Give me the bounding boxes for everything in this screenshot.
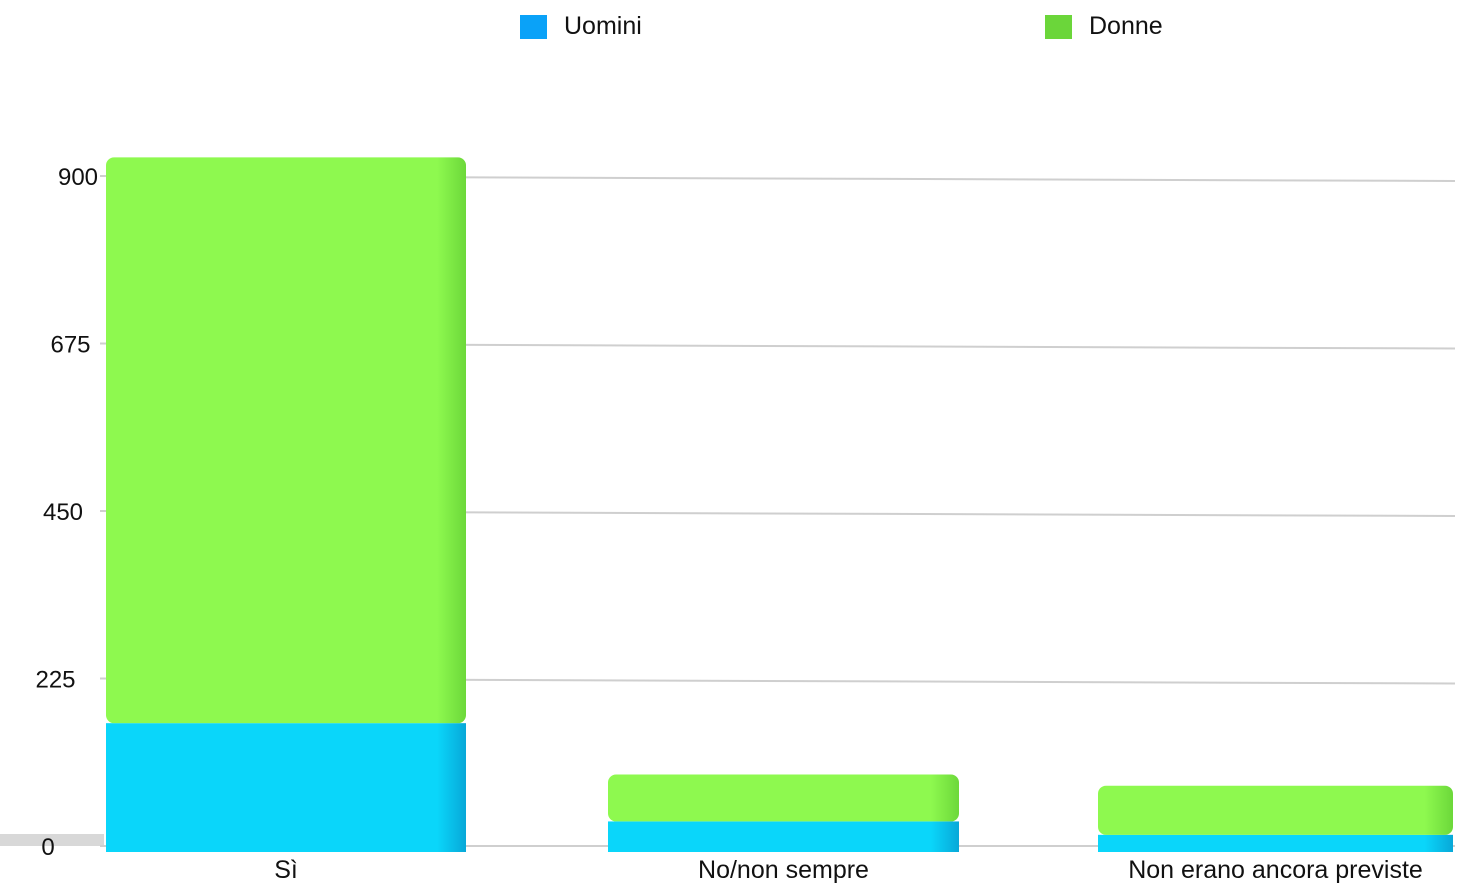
y-tick-label: 675 <box>50 332 90 359</box>
x-category-label: No/non sempre <box>698 856 869 884</box>
y-axis: 0 225 450 675 900 <box>35 164 98 861</box>
legend-swatch-donne <box>1045 14 1072 39</box>
legend: Uomini Donne <box>0 12 1460 44</box>
x-category-label: Sì <box>274 856 298 884</box>
bar-uomini-1 <box>608 821 959 852</box>
baseline-shadow <box>0 834 104 846</box>
legend-item-donne: Donne <box>1045 12 1163 41</box>
bars <box>106 157 1453 852</box>
bar-uomini-2 <box>1098 834 1453 852</box>
y-tick-label: 225 <box>35 667 75 694</box>
legend-item-uomini: Uomini <box>520 12 642 41</box>
y-tick-label: 450 <box>43 499 83 526</box>
x-category-label: Non erano ancora previste <box>1128 856 1423 884</box>
legend-swatch-uomini <box>520 14 547 39</box>
y-tick-label: 0 <box>41 834 54 861</box>
x-axis: Sì No/non sempre Non erano ancora previste <box>274 856 1423 884</box>
bar-donne-2 <box>1098 785 1453 835</box>
y-tick-label: 900 <box>58 164 98 191</box>
legend-label-donne: Donne <box>1089 12 1163 40</box>
bar-donne-1 <box>608 774 959 822</box>
bar-uomini-0 <box>106 723 466 852</box>
bar-donne-0 <box>106 157 466 724</box>
legend-label-uomini: Uomini <box>564 12 642 40</box>
